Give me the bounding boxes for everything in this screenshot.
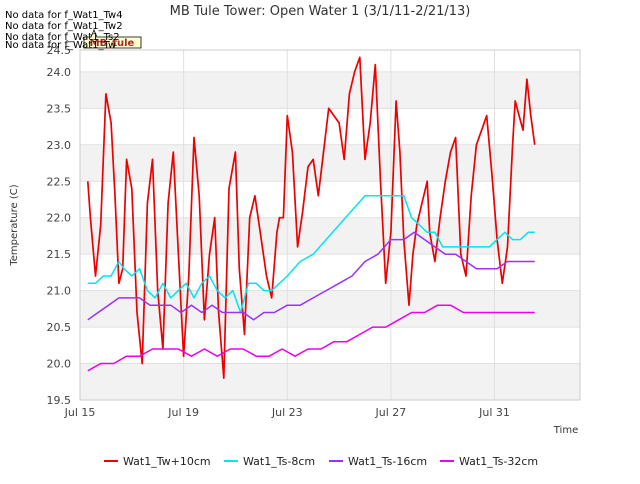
- background-band: [80, 290, 580, 328]
- no-data-messages: No data for f_Wat1_Tw4 No data for f_Wat…: [5, 10, 123, 51]
- no-data-message: No data for f_Wat1_Ts2: [5, 32, 120, 43]
- x-tick-label: Jul 15: [64, 406, 96, 419]
- y-tick-label: 23.0: [47, 139, 72, 152]
- y-tick-label: 23.5: [47, 102, 72, 115]
- no-data-message: No data for f_Wat1_Tw: [5, 40, 116, 51]
- y-tick-label: 24.0: [47, 66, 72, 79]
- background-band: [80, 363, 580, 400]
- series-line-wat1-ts-32cm: [87, 304, 535, 372]
- x-tick-label: Jul 23: [271, 406, 303, 419]
- y-tick-label: 20.0: [47, 358, 72, 371]
- x-tick-label: Jul 19: [167, 406, 199, 419]
- background-band: [80, 71, 580, 109]
- no-data-message: No data for f_Wat1_Tw4: [5, 10, 123, 21]
- y-axis-ticks: 19.5 20.0 20.5 21.0 21.5 22.0 22.5 23.0 23.5 24.0…: [47, 44, 72, 407]
- y-tick-label: 22.0: [47, 212, 72, 225]
- series-line-wat1-tw-10cm: [86, 56, 536, 379]
- y-axis-label: Temperature (C): [9, 184, 20, 266]
- legend-label-ts16: Wat1_Ts-16cm: [348, 455, 427, 468]
- y-tick-label: 19.5: [47, 394, 72, 407]
- series-line-wat1-ts-8cm: [87, 195, 535, 314]
- site-label-box: MB_tule: [83, 28, 142, 49]
- site-label-text: MB_tule: [90, 38, 135, 49]
- background-band: [80, 327, 580, 364]
- legend-label-ts8: Wat1_Ts-8cm: [243, 455, 315, 468]
- legend-label-tw10: Wat1_Tw+10cm: [123, 455, 211, 468]
- x-tick-label: Jul 31: [478, 406, 510, 419]
- x-axis-label: Time: [553, 425, 578, 436]
- y-tick-label: 22.5: [47, 175, 72, 188]
- y-tick-label: 21.5: [47, 248, 72, 261]
- chart-title: MB Tule Tower: Open Water 1 (3/1/11-2/21…: [170, 4, 471, 19]
- background-band: [80, 108, 580, 145]
- legend-label-ts32: Wat1_Ts-32cm: [459, 455, 538, 468]
- y-tick-label: 24.5: [47, 44, 72, 57]
- plot-frame: [79, 49, 581, 401]
- y-tick-label: 20.5: [47, 321, 72, 334]
- y-tick-label: 21.0: [47, 285, 72, 298]
- legend: Wat1_Tw+10cm Wat1_Ts-8cm Wat1_Ts-16cm Wa…: [104, 455, 538, 468]
- no-data-message: No data for f_Wat1_Tw2: [5, 21, 123, 32]
- background-band: [80, 144, 580, 182]
- background-band: [80, 50, 580, 72]
- series-lines: [86, 56, 536, 379]
- series-line-wat1-ts-16cm: [87, 231, 535, 321]
- x-tick-label: Jul 27: [374, 406, 406, 419]
- site-label-box-shape: [83, 28, 142, 49]
- x-axis-ticks: Jul 15 Jul 19 Jul 23 Jul 27 Jul 31: [64, 406, 510, 419]
- background-band: [80, 181, 580, 218]
